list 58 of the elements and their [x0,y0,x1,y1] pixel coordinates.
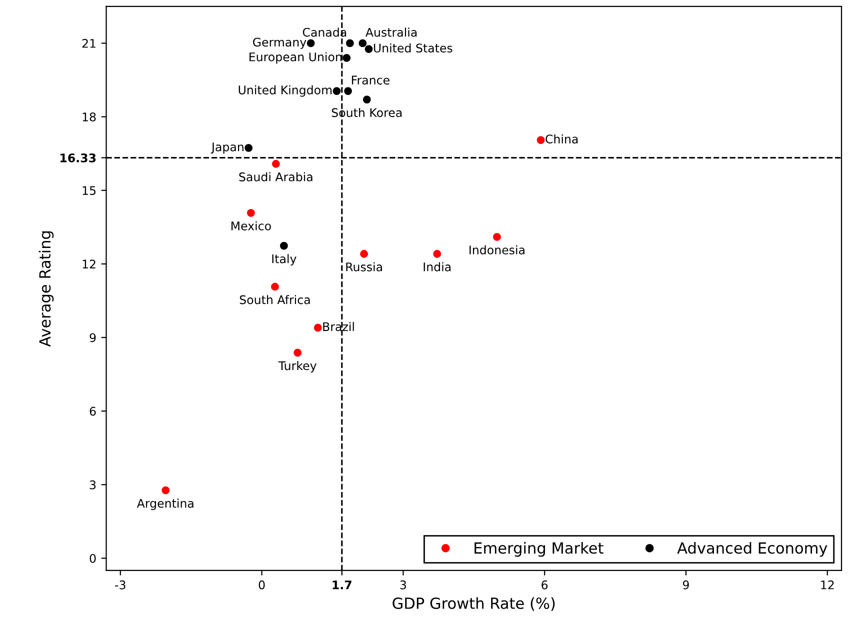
point [360,250,368,258]
point [272,160,280,168]
annotation: Italy [272,254,296,266]
y-tick-label: 9 [90,333,96,342]
annotation: Turkey [278,361,316,372]
point [433,250,442,258]
point [344,87,352,95]
point [332,87,341,95]
point [244,144,253,152]
y-tick-label: 6 [90,406,96,416]
y-tick-label: 0 [90,554,96,563]
y-tick-label: 21 [82,38,96,48]
annotation: Argentina [136,498,194,510]
point [294,348,302,357]
y-tick-label: 16.33 [60,153,96,162]
point [536,136,545,144]
point [314,324,322,332]
point [306,39,315,48]
x-tick-label: 6 [542,580,548,590]
annotation: South Korea [332,108,402,118]
legend-label: Emerging Market [474,542,604,557]
point [280,242,288,250]
x-tick-label: -3 [115,580,126,590]
x-tick-label: 9 [682,580,689,590]
annotation: Saudi Arabia [239,172,312,182]
x-tick-label: 12 [821,580,834,590]
point [362,96,371,104]
annotation: India [424,262,451,272]
annotation: Japan [210,142,244,154]
annotation: Germany [253,38,306,49]
point [271,282,279,291]
y-axis-title: Average Rating [38,231,54,347]
point [346,39,354,48]
y-tick-label: 18 [82,112,96,122]
point [342,54,351,62]
y-tick-label: 15 [82,186,96,195]
point [162,486,170,494]
y-tick-label: 3 [90,480,96,490]
annotation: Russia [346,262,382,272]
annotation: United States [374,43,452,53]
point [493,232,501,241]
annotation: Indonesia [470,245,524,254]
annotation: United Kingdom [238,85,332,97]
point [364,45,373,54]
point [358,39,367,48]
legend-label: Advanced Economy [677,542,828,557]
annotation: Brazil [323,322,354,332]
annotation: South Africa [240,295,310,304]
annotation: China [546,134,578,144]
x-tick-label: 0 [258,580,265,590]
annotation: Mexico [231,221,271,230]
point [246,208,255,217]
annotation: France [352,76,390,85]
x-tick-label: 1.7 [332,580,352,590]
x-axis-title: GDP Growth Rate (%) [392,597,555,611]
y-tick-label: 12 [82,260,96,268]
annotation: Australia [366,28,417,37]
x-tick-label: 3 [400,580,406,590]
